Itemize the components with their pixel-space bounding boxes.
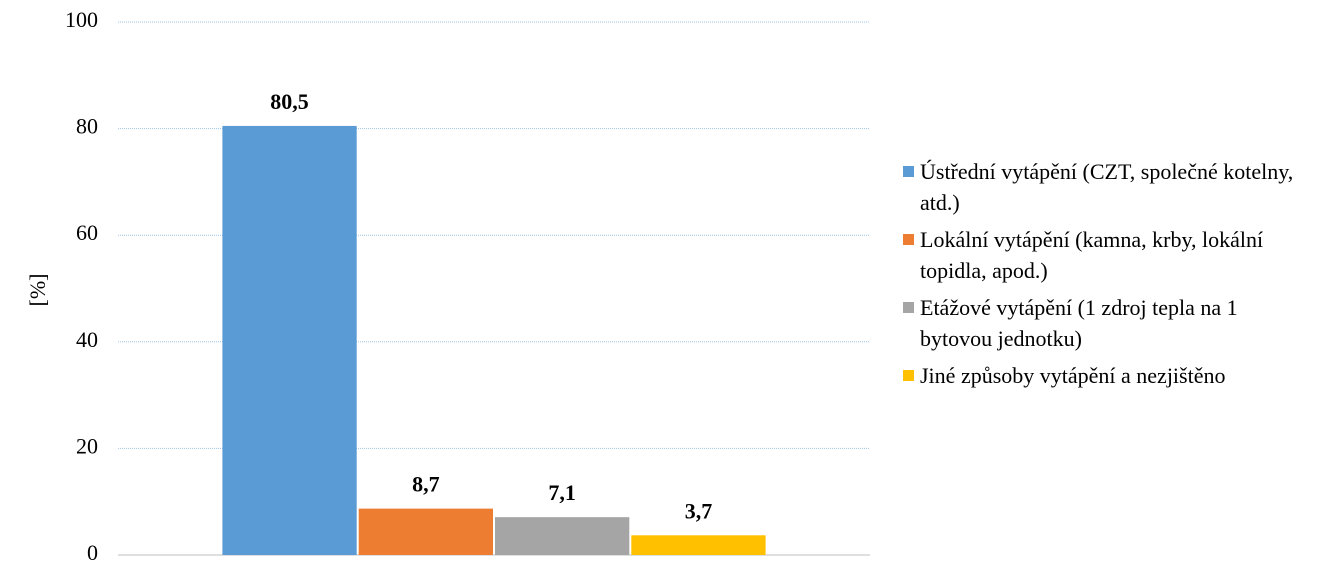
bar: [222, 125, 357, 555]
y-axis-label: [%]: [25, 274, 50, 307]
legend-entry: Etážové vytápění (1 zdroj tepla na 1 byt…: [903, 292, 1308, 354]
legend: Ústřední vytápění (CZT, společné kotelny…: [903, 156, 1308, 397]
legend-swatch: [903, 302, 914, 313]
legend-swatch: [903, 234, 914, 245]
legend-label: Etážové vytápění (1 zdroj tepla na 1 byt…: [920, 295, 1238, 351]
bar: [631, 535, 766, 555]
data-label: 3,7: [685, 498, 713, 523]
legend-label: Jiné způsoby vytápění a nezjištěno: [920, 363, 1226, 388]
legend-label: Ústřední vytápění (CZT, společné kotelny…: [920, 159, 1294, 215]
legend-label: Lokální vytápění (kamna, krby, lokální t…: [920, 227, 1264, 283]
y-tick-label: 80: [76, 114, 98, 139]
bar: [358, 508, 493, 555]
legend-swatch: [903, 370, 914, 381]
legend-entry: Jiné způsoby vytápění a nezjištěno: [903, 360, 1308, 391]
legend-entry: Lokální vytápění (kamna, krby, lokální t…: [903, 224, 1308, 286]
legend-swatch: [903, 166, 914, 177]
y-tick-label: 0: [87, 540, 98, 565]
data-label: 80,5: [270, 89, 309, 114]
y-tick-label: 20: [76, 433, 98, 458]
data-label: 7,1: [548, 480, 576, 505]
legend-entry: Ústřední vytápění (CZT, společné kotelny…: [903, 156, 1308, 218]
y-tick-label: 60: [76, 220, 98, 245]
y-tick-label: 40: [76, 327, 98, 352]
data-label: 8,7: [412, 472, 440, 497]
y-tick-label: 100: [65, 7, 98, 32]
bar: [495, 517, 630, 555]
